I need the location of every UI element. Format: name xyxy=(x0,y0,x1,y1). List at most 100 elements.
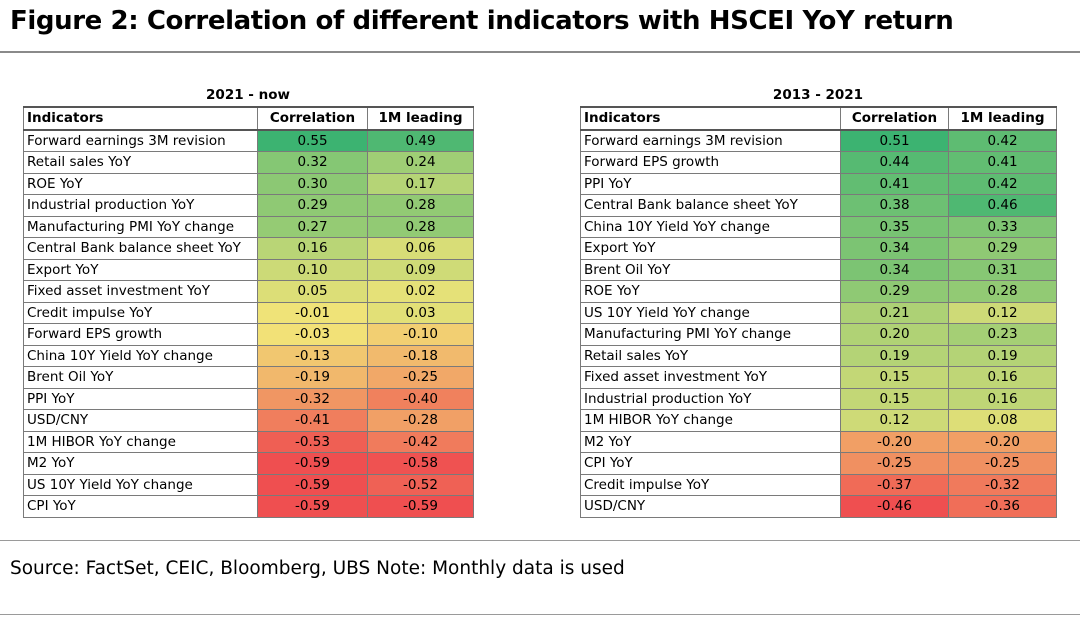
leading-cell: 0.28 xyxy=(367,215,474,238)
leading-cell: -0.32 xyxy=(948,473,1057,496)
correlation-cell: 0.29 xyxy=(257,194,368,217)
indicator-cell: Industrial production YoY xyxy=(23,194,258,217)
table-header-row: Indicators Correlation 1M leading xyxy=(580,106,1057,131)
leading-cell: 0.31 xyxy=(948,258,1057,281)
indicator-cell: Forward EPS growth xyxy=(580,151,841,174)
leading-cell: 0.02 xyxy=(367,280,474,303)
leading-cell: 0.28 xyxy=(367,194,474,217)
correlation-cell: -0.20 xyxy=(840,430,949,453)
correlation-cell: 0.51 xyxy=(840,129,949,152)
leading-cell: -0.25 xyxy=(367,366,474,389)
leading-cell: -0.20 xyxy=(948,430,1057,453)
correlation-cell: 0.30 xyxy=(257,172,368,195)
leading-cell: 0.24 xyxy=(367,151,474,174)
correlation-cell: -0.32 xyxy=(257,387,368,410)
bottom-divider xyxy=(0,614,1080,615)
indicator-cell: Retail sales YoY xyxy=(23,151,258,174)
period-label: 2021 - now xyxy=(206,87,290,103)
correlation-cell: -0.53 xyxy=(257,430,368,453)
source-divider xyxy=(0,540,1080,541)
leading-cell: 0.42 xyxy=(948,172,1057,195)
leading-cell: 0.42 xyxy=(948,129,1057,152)
correlation-cell: 0.12 xyxy=(840,409,949,432)
table-row: Central Bank balance sheet YoY 0.38 0.46 xyxy=(580,194,1057,217)
table-row: PPI YoY 0.41 0.42 xyxy=(580,172,1057,195)
correlation-cell: 0.16 xyxy=(257,237,368,260)
table-row: 1M HIBOR YoY change 0.12 0.08 xyxy=(580,409,1057,432)
table-row: Forward earnings 3M revision 0.51 0.42 xyxy=(580,129,1057,152)
indicator-cell: 1M HIBOR YoY change xyxy=(580,409,841,432)
correlation-cell: 0.20 xyxy=(840,323,949,346)
leading-cell: 0.16 xyxy=(948,366,1057,389)
indicator-cell: Credit impulse YoY xyxy=(23,301,258,324)
indicator-cell: Forward EPS growth xyxy=(23,323,258,346)
indicator-cell: Manufacturing PMI YoY change xyxy=(580,323,841,346)
table-row: Forward EPS growth -0.03 -0.10 xyxy=(23,323,474,346)
indicator-cell: 1M HIBOR YoY change xyxy=(23,430,258,453)
title-divider xyxy=(0,51,1080,53)
table-row: Export YoY 0.10 0.09 xyxy=(23,258,474,281)
indicator-cell: China 10Y Yield YoY change xyxy=(580,215,841,238)
leading-cell: 0.16 xyxy=(948,387,1057,410)
table-row: Brent Oil YoY -0.19 -0.25 xyxy=(23,366,474,389)
indicator-cell: US 10Y Yield YoY change xyxy=(23,473,258,496)
indicator-cell: Manufacturing PMI YoY change xyxy=(23,215,258,238)
table-row: Manufacturing PMI YoY change 0.20 0.23 xyxy=(580,323,1057,346)
indicator-cell: CPI YoY xyxy=(23,495,258,518)
correlation-cell: -0.37 xyxy=(840,473,949,496)
table-row: Credit impulse YoY -0.01 0.03 xyxy=(23,301,474,324)
leading-cell: 0.33 xyxy=(948,215,1057,238)
indicator-cell: Credit impulse YoY xyxy=(580,473,841,496)
table-row: M2 YoY -0.59 -0.58 xyxy=(23,452,474,475)
indicator-cell: PPI YoY xyxy=(23,387,258,410)
header-1m-leading: 1M leading xyxy=(948,106,1057,131)
correlation-cell: -0.59 xyxy=(257,473,368,496)
correlation-cell: -0.59 xyxy=(257,452,368,475)
table-row: US 10Y Yield YoY change -0.59 -0.52 xyxy=(23,473,474,496)
indicator-cell: USD/CNY xyxy=(580,495,841,518)
indicator-cell: Export YoY xyxy=(23,258,258,281)
table-row: Manufacturing PMI YoY change 0.27 0.28 xyxy=(23,215,474,238)
period-label: 2013 - 2021 xyxy=(772,87,864,103)
correlation-cell: -0.01 xyxy=(257,301,368,324)
leading-cell: -0.42 xyxy=(367,430,474,453)
table-row: Brent Oil YoY 0.34 0.31 xyxy=(580,258,1057,281)
table-row: 1M HIBOR YoY change -0.53 -0.42 xyxy=(23,430,474,453)
indicator-cell: CPI YoY xyxy=(580,452,841,475)
correlation-cell: 0.10 xyxy=(257,258,368,281)
leading-cell: 0.28 xyxy=(948,280,1057,303)
indicator-cell: Central Bank balance sheet YoY xyxy=(23,237,258,260)
indicator-cell: Fixed asset investment YoY xyxy=(580,366,841,389)
correlation-cell: 0.21 xyxy=(840,301,949,324)
table-row: USD/CNY -0.46 -0.36 xyxy=(580,495,1057,518)
table-row: Forward EPS growth 0.44 0.41 xyxy=(580,151,1057,174)
table-row: USD/CNY -0.41 -0.28 xyxy=(23,409,474,432)
leading-cell: 0.23 xyxy=(948,323,1057,346)
leading-cell: -0.40 xyxy=(367,387,474,410)
leading-cell: 0.19 xyxy=(948,344,1057,367)
table-row: CPI YoY -0.59 -0.59 xyxy=(23,495,474,518)
leading-cell: 0.17 xyxy=(367,172,474,195)
correlation-cell: 0.34 xyxy=(840,258,949,281)
correlation-cell: 0.27 xyxy=(257,215,368,238)
table-panel-2013-2021: 2013 - 2021 Indicators Correlation 1M le… xyxy=(580,84,1057,518)
table-header-row: Indicators Correlation 1M leading xyxy=(23,106,474,131)
indicator-cell: USD/CNY xyxy=(23,409,258,432)
indicator-cell: US 10Y Yield YoY change xyxy=(580,301,841,324)
indicator-cell: Central Bank balance sheet YoY xyxy=(580,194,841,217)
correlation-cell: 0.34 xyxy=(840,237,949,260)
correlation-cell: 0.15 xyxy=(840,366,949,389)
table-row: PPI YoY -0.32 -0.40 xyxy=(23,387,474,410)
leading-cell: 0.06 xyxy=(367,237,474,260)
table-row: Central Bank balance sheet YoY 0.16 0.06 xyxy=(23,237,474,260)
leading-cell: 0.12 xyxy=(948,301,1057,324)
indicator-cell: M2 YoY xyxy=(580,430,841,453)
correlation-cell: -0.41 xyxy=(257,409,368,432)
leading-cell: 0.46 xyxy=(948,194,1057,217)
indicator-cell: Forward earnings 3M revision xyxy=(23,129,258,152)
correlation-cell: -0.19 xyxy=(257,366,368,389)
source-note: Source: FactSet, CEIC, Bloomberg, UBS No… xyxy=(10,558,625,579)
indicator-cell: Fixed asset investment YoY xyxy=(23,280,258,303)
indicator-cell: China 10Y Yield YoY change xyxy=(23,344,258,367)
leading-cell: -0.25 xyxy=(948,452,1057,475)
